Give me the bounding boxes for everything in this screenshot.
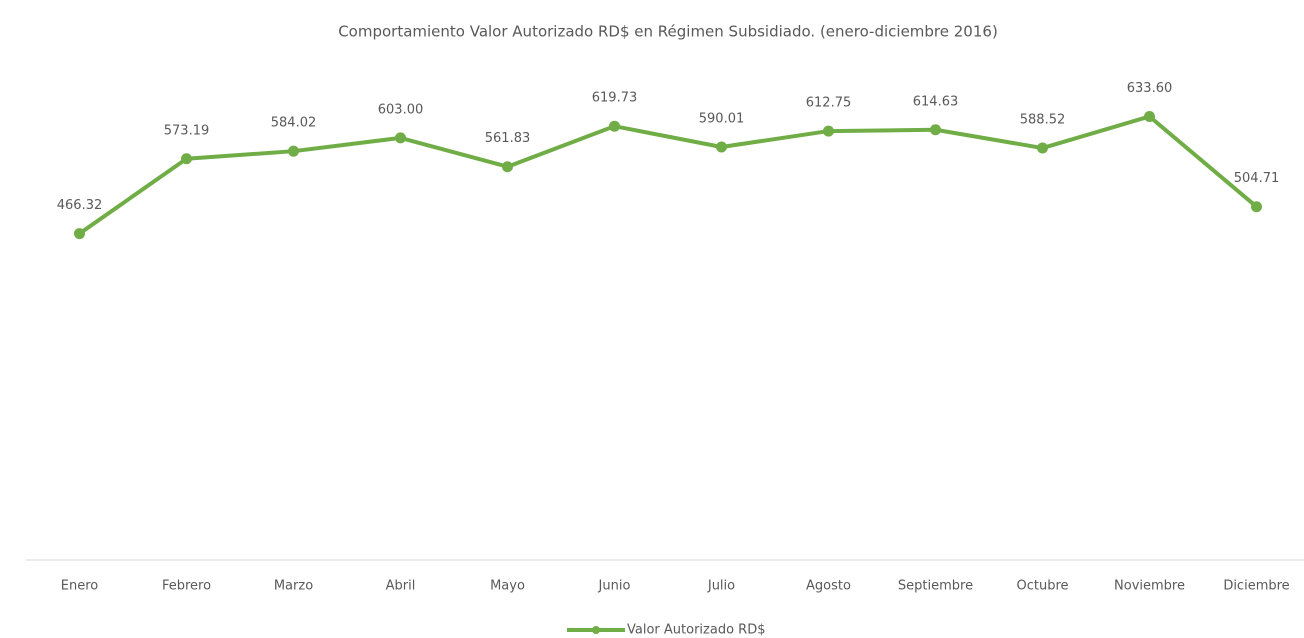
point	[823, 125, 834, 137]
x-tick-label: Abril	[386, 579, 416, 594]
x-tick-label: Septiembre	[898, 579, 973, 594]
x-tick-label: Agosto	[806, 579, 851, 594]
legend-label: Valor Autorizado RD$	[627, 623, 765, 638]
point	[502, 161, 513, 173]
point	[609, 120, 620, 132]
data-label: 619.73	[592, 91, 638, 106]
x-tick-label: Diciembre	[1223, 579, 1289, 594]
point	[1144, 110, 1155, 122]
legend-marker	[592, 626, 600, 634]
point	[395, 132, 406, 144]
data-label: 612.75	[806, 96, 852, 111]
x-tick-label: Marzo	[274, 579, 313, 594]
x-tick-label: Julio	[707, 579, 735, 594]
point	[930, 124, 941, 136]
point	[1037, 142, 1048, 154]
point	[1251, 201, 1262, 213]
data-label: 588.52	[1020, 113, 1066, 128]
point	[74, 228, 85, 240]
point	[716, 141, 727, 153]
x-tick-label: Enero	[61, 579, 99, 594]
data-label: 614.63	[913, 94, 959, 109]
x-tick-label: Junio	[598, 579, 631, 594]
data-label: 466.32	[57, 198, 103, 213]
point	[288, 145, 299, 157]
x-tick-label: Octubre	[1016, 579, 1068, 594]
data-label: 584.02	[271, 116, 317, 131]
chart-title: Comportamiento Valor Autorizado RD$ en R…	[338, 23, 998, 41]
data-label: 504.71	[1234, 171, 1280, 186]
data-label: 603.00	[378, 102, 424, 117]
data-label: 633.60	[1127, 81, 1173, 96]
x-tick-label: Mayo	[490, 579, 525, 594]
series-line	[78, 114, 1258, 236]
x-tick-label: Noviembre	[1114, 579, 1185, 594]
data-label: 561.83	[485, 131, 531, 146]
data-label: 590.01	[699, 111, 745, 126]
point	[181, 153, 192, 165]
x-tick-label: Febrero	[162, 579, 211, 594]
data-label: 573.19	[164, 123, 210, 138]
